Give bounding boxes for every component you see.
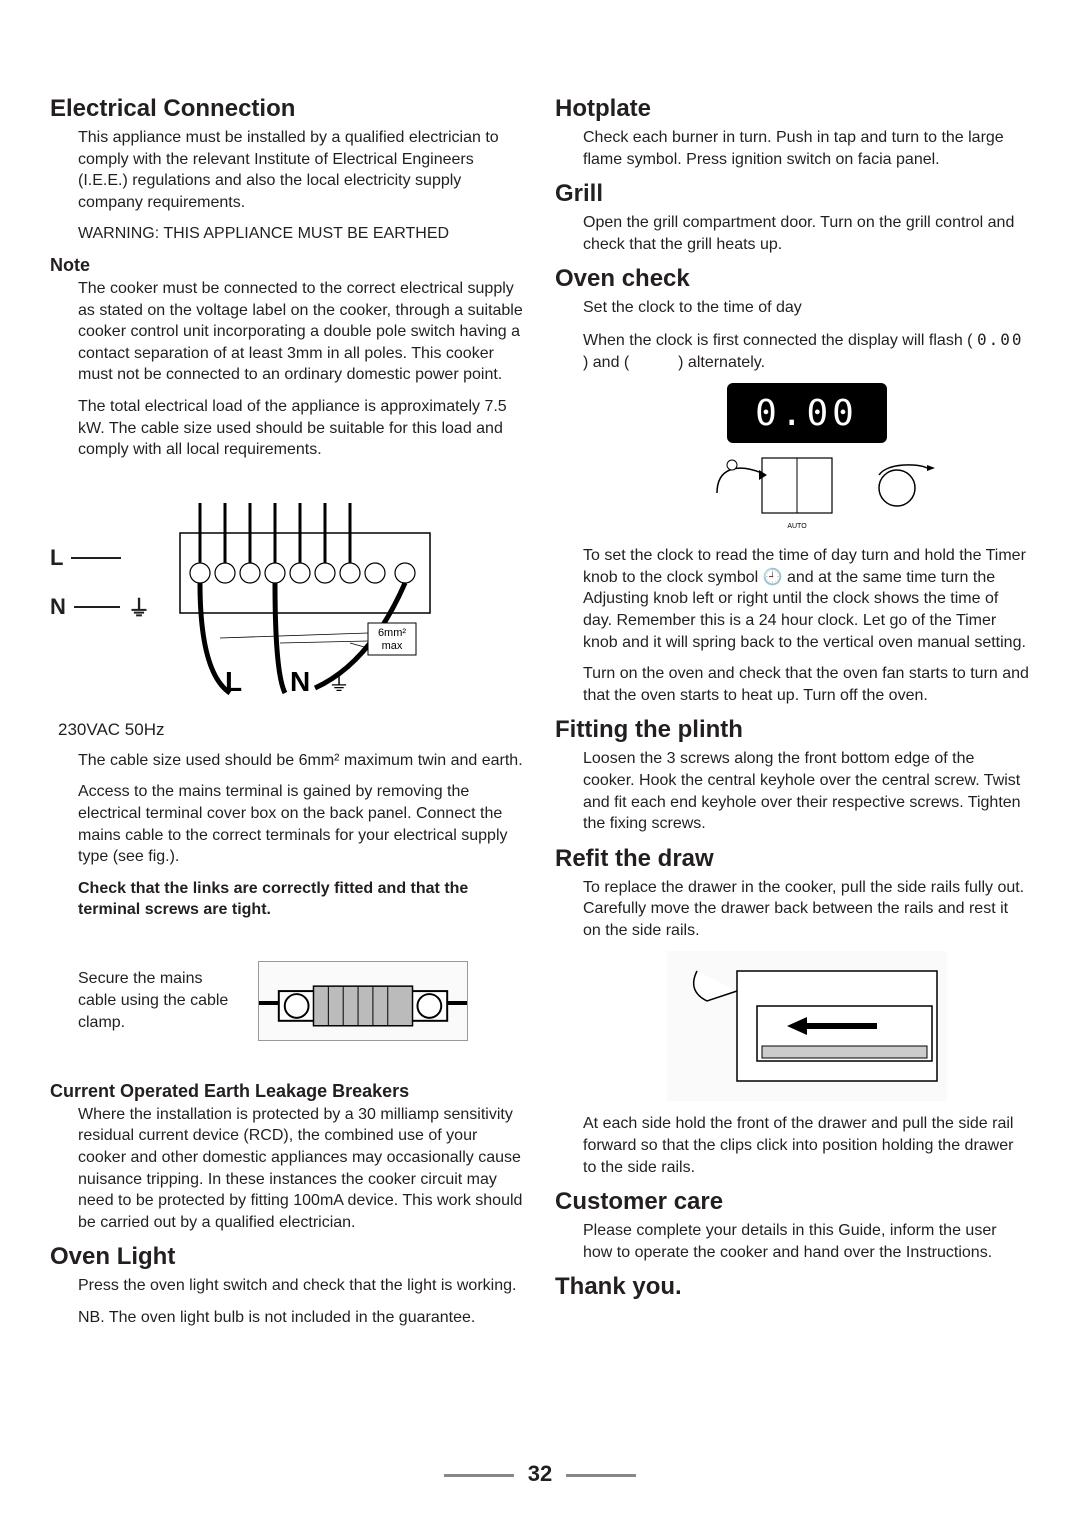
heading-grill: Grill: [555, 180, 1030, 208]
span-ovencheck-2d: ) alternately.: [678, 354, 765, 371]
para-refit-2: At each side hold the front of the drawe…: [583, 1113, 1030, 1178]
para-clamp: Secure the mains cable using the cable c…: [78, 968, 238, 1033]
voltage-label: 230VAC 50Hz: [50, 720, 525, 740]
para-refit-1: To replace the drawer in the cooker, pul…: [583, 877, 1030, 942]
footer-bar-left: [444, 1474, 514, 1477]
heading-thankyou: Thank you.: [555, 1273, 1030, 1301]
svg-text:N: N: [290, 666, 310, 697]
svg-text:L: L: [225, 666, 242, 697]
heading-electrical-connection: Electrical Connection: [50, 95, 525, 123]
heading-breakers: Current Operated Earth Leakage Breakers: [50, 1081, 525, 1102]
heading-note: Note: [50, 255, 525, 276]
para-electrical-warning: WARNING: THIS APPLIANCE MUST BE EARTHED: [78, 223, 525, 245]
page-footer: 32: [0, 1461, 1080, 1487]
para-customer: Please complete your details in this Gui…: [583, 1220, 1030, 1263]
cable-clamp-diagram: [258, 961, 468, 1041]
left-column: Electrical Connection This appliance mus…: [50, 85, 525, 1339]
heading-plinth: Fitting the plinth: [555, 716, 1030, 744]
label-N: N: [50, 594, 66, 620]
para-electrical-1: This appliance must be installed by a qu…: [78, 127, 525, 213]
heading-hotplate: Hotplate: [555, 95, 1030, 123]
svg-text:6mm²: 6mm²: [378, 627, 406, 639]
footer-bar-right: [566, 1474, 636, 1477]
two-column-layout: Electrical Connection This appliance mus…: [50, 85, 1030, 1339]
clamp-diagram-block: Secure the mains cable using the cable c…: [50, 961, 525, 1041]
svg-text:⏚: ⏚: [328, 671, 350, 696]
para-grill: Open the grill compartment door. Turn on…: [583, 212, 1030, 255]
para-ovencheck-2: When the clock is first connected the di…: [583, 329, 1030, 373]
para-ovenlight-2: NB. The oven light bulb is not included …: [78, 1307, 525, 1329]
para-plinth: Loosen the 3 screws along the front bott…: [583, 748, 1030, 834]
para-ovencheck-1: Set the clock to the time of day: [583, 297, 1030, 319]
heading-customer: Customer care: [555, 1188, 1030, 1216]
para-ovencheck-4: Turn on the oven and check that the oven…: [583, 663, 1030, 706]
para-ovenlight-1: Press the oven light switch and check th…: [78, 1275, 525, 1297]
span-ovencheck-2a: When the clock is first connected the di…: [583, 332, 963, 349]
heading-refit: Refit the draw: [555, 845, 1030, 873]
para-ovencheck-3: To set the clock to read the time of day…: [583, 545, 1030, 653]
svg-text:AUTO: AUTO: [787, 523, 807, 530]
para-hotplate: Check each burner in turn. Push in tap a…: [583, 127, 1030, 170]
terminal-wiring-diagram: 6mm² max L N ⏚: [170, 473, 440, 708]
para-cable-2: Access to the mains terminal is gained b…: [78, 781, 525, 867]
ln-symbol-diagram: L N⏚: [50, 545, 150, 635]
span-ovencheck-2c: ) and (: [583, 354, 629, 371]
para-breakers: Where the installation is protected by a…: [78, 1104, 525, 1234]
label-L: L: [50, 545, 63, 571]
svg-text:max: max: [382, 640, 403, 652]
drawer-diagram: [667, 951, 947, 1101]
wiring-diagram-block: L N ⏚: [50, 473, 525, 708]
heading-ovencheck: Oven check: [555, 265, 1030, 293]
clock-diagram: 0.00 AUTO: [667, 383, 947, 533]
heading-ovenlight: Oven Light: [50, 1243, 525, 1271]
right-column: Hotplate Check each burner in turn. Push…: [555, 85, 1030, 1339]
para-cable-3: Check that the links are correctly fitte…: [78, 878, 525, 921]
para-note-1: The cooker must be connected to the corr…: [78, 278, 525, 386]
para-cable-1: The cable size used should be 6mm² maxim…: [78, 750, 525, 772]
span-ovencheck-seg: 0.00: [977, 330, 1024, 349]
page-number: 32: [528, 1461, 552, 1486]
para-note-2: The total electrical load of the applian…: [78, 396, 525, 461]
